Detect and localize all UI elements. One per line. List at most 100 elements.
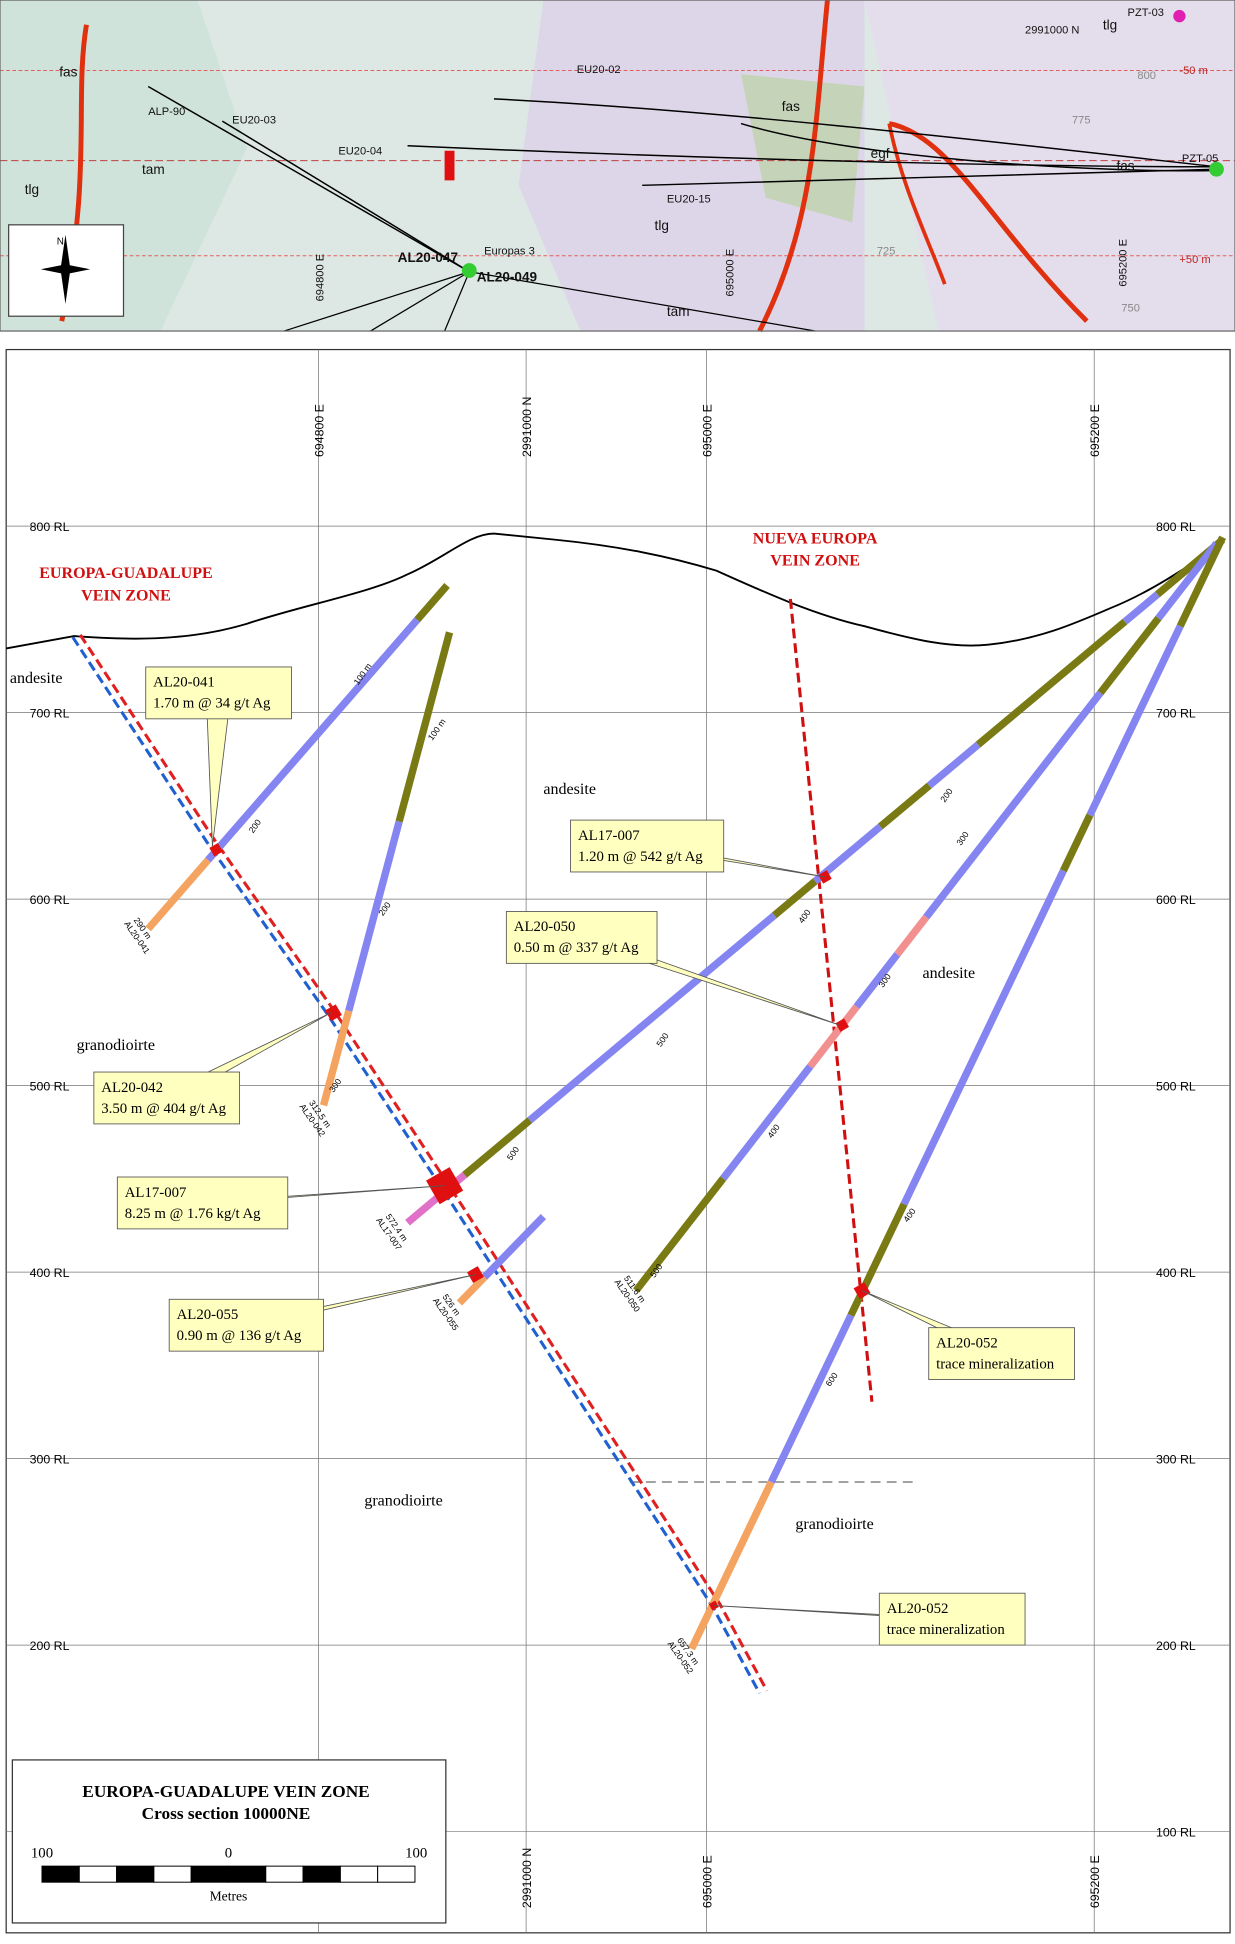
easting-label: 695000 E	[700, 1855, 714, 1908]
drill-hole	[1122, 591, 1160, 625]
drill-hole	[926, 741, 981, 789]
scale-label: 100	[31, 1845, 53, 1861]
fault	[888, 121, 1089, 323]
callout-hole: AL20-052	[936, 1335, 998, 1351]
legend-title: EUROPA-GUADALUPE VEIN ZONE	[82, 1782, 369, 1801]
easting-label: 695000 E	[700, 404, 714, 457]
rl-label: 100 RL	[1156, 1826, 1196, 1840]
callout-box	[145, 666, 292, 720]
drill-hole	[145, 857, 211, 932]
scale-label: 0	[225, 1845, 232, 1861]
drill-hole	[767, 1313, 855, 1484]
map-frame	[0, 0, 1235, 332]
drill-trace	[642, 168, 1217, 187]
callout-text: 3.50 m @ 404 g/t Ag	[101, 1101, 226, 1117]
callout-text: trace mineralization	[936, 1356, 1055, 1372]
callout-text: 1.70 m @ 34 g/t Ag	[153, 696, 271, 712]
drill-hole	[894, 914, 930, 957]
drill-hole	[481, 1213, 547, 1280]
drill-trace	[221, 120, 470, 273]
rl-label: 500 RL	[30, 1080, 70, 1094]
map-label: EU20-03	[232, 115, 276, 127]
map-label: +50 m	[1179, 254, 1210, 266]
vein-zone	[788, 598, 874, 1402]
drill-hole	[1086, 624, 1184, 817]
vein-zone-title: EUROPA-GUADALUPE	[39, 565, 213, 582]
callout-hole: AL17-007	[125, 1185, 187, 1201]
drill-hole	[720, 1064, 814, 1181]
map-label: 2991000 N	[1025, 24, 1079, 36]
scale-bar	[78, 1865, 118, 1883]
intercept	[325, 1004, 342, 1022]
drill-hole	[1155, 541, 1220, 621]
drill-hole	[1176, 535, 1226, 628]
callout-box	[116, 1176, 289, 1230]
scale-bar	[339, 1865, 379, 1883]
drill-hole	[923, 690, 1104, 920]
rl-label: 400 RL	[30, 1266, 70, 1280]
rl-label: 300 RL	[1156, 1453, 1196, 1467]
map-label: EU20-02	[577, 64, 621, 76]
drill-hole	[807, 1004, 860, 1069]
callout-text: trace mineralization	[887, 1622, 1006, 1638]
scale-bar	[153, 1865, 192, 1883]
rl-label: 600 RL	[30, 893, 70, 907]
map-label: ALP-90	[148, 106, 185, 118]
map-label: AL20-047	[398, 250, 458, 265]
drill-hole	[527, 912, 777, 1124]
rl-label: 700 RL	[30, 707, 70, 721]
vein-zone-title: VEIN ZONE	[770, 553, 860, 570]
map-label: fas	[59, 65, 77, 80]
map-label: 694800 E	[315, 254, 327, 302]
map-label: 775	[1072, 115, 1091, 127]
map-label: 695200 E	[1117, 239, 1129, 287]
drill-hole	[975, 618, 1128, 748]
callout-text: 0.90 m @ 136 g/t Ag	[177, 1328, 302, 1344]
callout-hole: AL20-042	[101, 1080, 163, 1096]
map-label: 695000 E	[725, 249, 737, 297]
north-arrow	[40, 234, 91, 304]
section-frame	[5, 348, 1231, 1934]
map-label: tlg	[655, 218, 669, 233]
scale-bar	[377, 1865, 416, 1883]
callout-hole: AL20-041	[153, 675, 215, 691]
rock-label: granodioirte	[77, 1037, 155, 1054]
drill-hole	[462, 1117, 533, 1178]
map-label: tam	[142, 162, 165, 177]
callout-hole: AL20-055	[177, 1307, 239, 1323]
vein-zone-title: NUEVA EUROPA	[753, 530, 878, 547]
topography	[6, 532, 1224, 650]
callout-hole: AL17-007	[578, 828, 640, 844]
drill-trace	[407, 145, 1217, 168]
intercept	[209, 842, 223, 857]
callout-box	[168, 1298, 325, 1352]
vein-zone-title: VEIN ZONE	[81, 587, 171, 604]
intercept	[835, 1018, 850, 1032]
map-label: egf	[871, 146, 890, 161]
callout-box	[570, 819, 725, 873]
drill-hole	[688, 1480, 775, 1651]
rock-label: andesite	[543, 781, 596, 798]
map-label: tlg	[1103, 18, 1117, 33]
map-label: AL20-049	[477, 270, 538, 285]
vein	[444, 150, 455, 181]
callout-hole: AL20-050	[514, 919, 576, 935]
legend-box	[11, 1759, 447, 1924]
northing-label: 2991000 N	[520, 397, 534, 457]
vein-zone	[71, 636, 761, 1694]
callout-text: 1.20 m @ 542 g/t Ag	[578, 849, 703, 865]
easting-label: 695200 E	[1088, 1855, 1102, 1908]
drill-hole	[456, 1274, 488, 1306]
map-label: 800	[1137, 70, 1156, 82]
rl-label: 700 RL	[1156, 707, 1196, 721]
drill-trace	[283, 271, 816, 332]
drill-pad	[1209, 161, 1224, 177]
drill-hole	[1097, 615, 1162, 696]
drill-hole	[900, 869, 1067, 1206]
map-label: tlg	[25, 182, 39, 197]
scale-label: 100	[405, 1845, 427, 1861]
easting-label: 694800 E	[313, 404, 327, 457]
rl-label: 200 RL	[1156, 1639, 1196, 1653]
